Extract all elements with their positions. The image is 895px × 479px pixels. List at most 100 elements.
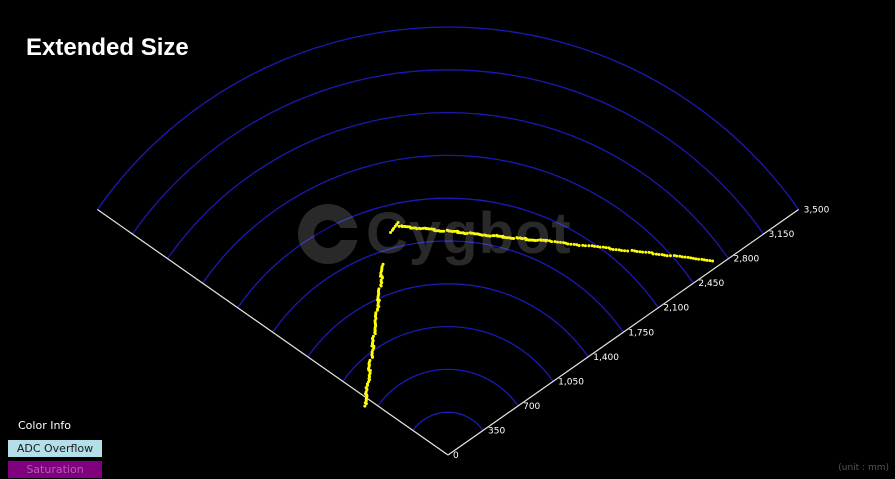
- scan-point: [668, 254, 672, 258]
- scan-point: [558, 240, 562, 244]
- range-ring: [131, 69, 765, 235]
- adc-overflow-badge: ADC Overflow: [8, 440, 102, 457]
- scan-point: [623, 249, 627, 253]
- range-ring: [377, 368, 519, 407]
- scan-point: [663, 253, 667, 257]
- range-tick-label: 1,400: [593, 353, 619, 363]
- range-ring: [342, 326, 554, 382]
- scan-point: [633, 249, 637, 253]
- color-info-title: Color Info: [18, 419, 72, 432]
- scan-point: [598, 245, 602, 249]
- scan-point: [635, 249, 639, 253]
- scan-point: [488, 234, 492, 238]
- scan-point: [400, 225, 404, 229]
- scan-point: [638, 250, 642, 254]
- scan-point: [689, 256, 693, 260]
- range-ring: [412, 411, 484, 431]
- scan-point: [694, 257, 698, 261]
- range-tick-label: 2,450: [698, 279, 724, 289]
- scan-point: [577, 243, 581, 247]
- scan-point: [697, 257, 701, 261]
- scan-point: [516, 236, 520, 240]
- page-title: Extended Size: [26, 34, 189, 61]
- scan-point: [672, 253, 676, 257]
- range-rings: [96, 26, 800, 431]
- scan-point: [604, 246, 608, 250]
- scan-point: [620, 249, 624, 253]
- scan-point: [368, 358, 372, 362]
- scan-point: [381, 262, 385, 266]
- scan-point: [569, 242, 573, 246]
- range-tick-label: 2,800: [733, 255, 759, 265]
- scan-point: [700, 257, 704, 261]
- range-ring: [202, 154, 694, 284]
- scan-point: [678, 254, 682, 258]
- range-ring: [237, 197, 659, 309]
- scan-point: [550, 240, 554, 244]
- scan-point: [660, 253, 664, 257]
- scan-point: [626, 249, 630, 253]
- range-tick-label: 350: [488, 426, 505, 436]
- scan-point: [566, 242, 570, 246]
- range-ring: [307, 283, 589, 358]
- boundary-axes: [97, 209, 799, 456]
- scan-point: [377, 287, 381, 291]
- scan-point: [686, 255, 690, 259]
- scan-point: [391, 227, 395, 231]
- scan-point: [421, 226, 425, 230]
- right-boundary-axis: [447, 209, 799, 456]
- scan-point: [374, 311, 378, 315]
- left-boundary-axis: [97, 209, 449, 456]
- scan-point: [363, 404, 367, 408]
- scan-point: [492, 234, 496, 238]
- scan-point: [630, 248, 634, 252]
- scan-point: [561, 241, 565, 245]
- saturation-badge: Saturation: [8, 461, 102, 478]
- range-ring: [96, 26, 800, 210]
- scan-point: [572, 242, 576, 246]
- scan-point: [396, 221, 400, 225]
- scan-point: [702, 258, 706, 262]
- scan-point: [654, 252, 658, 256]
- scan-point: [587, 244, 591, 248]
- scan-point: [611, 247, 615, 251]
- range-ring: [166, 112, 730, 259]
- scan-point: [520, 237, 524, 241]
- scan-point: [596, 245, 600, 249]
- scan-point: [371, 334, 375, 338]
- scan-point: [651, 252, 655, 256]
- scan-point: [534, 238, 538, 242]
- scan-point: [442, 229, 446, 233]
- range-tick-label: 3,500: [804, 206, 830, 216]
- scan-point: [657, 253, 661, 257]
- scan-point: [705, 258, 709, 262]
- range-tick-label: 3,150: [769, 230, 795, 240]
- scan-point: [544, 239, 548, 243]
- scan-point: [465, 231, 469, 235]
- scan-points: [363, 221, 715, 408]
- range-ring: [272, 240, 624, 333]
- scan-point: [556, 240, 560, 244]
- scan-point: [601, 245, 605, 249]
- scan-point: [389, 230, 393, 234]
- scan-point: [691, 256, 695, 260]
- scan-point: [553, 240, 557, 244]
- scan-point: [379, 278, 383, 282]
- scan-point: [609, 247, 613, 251]
- scan-point: [583, 244, 587, 248]
- scan-point: [593, 244, 597, 248]
- scan-point: [711, 259, 715, 263]
- scan-point: [708, 259, 712, 263]
- range-tick-label: 1,050: [558, 377, 584, 387]
- scan-point: [581, 243, 585, 247]
- scan-point: [364, 386, 368, 390]
- scan-point: [397, 224, 401, 228]
- scan-point: [415, 227, 419, 231]
- scan-point: [614, 248, 618, 252]
- scan-point: [536, 238, 540, 242]
- scan-point: [675, 254, 679, 258]
- scan-point: [512, 236, 516, 240]
- scan-point: [665, 254, 669, 258]
- scan-point: [680, 255, 684, 259]
